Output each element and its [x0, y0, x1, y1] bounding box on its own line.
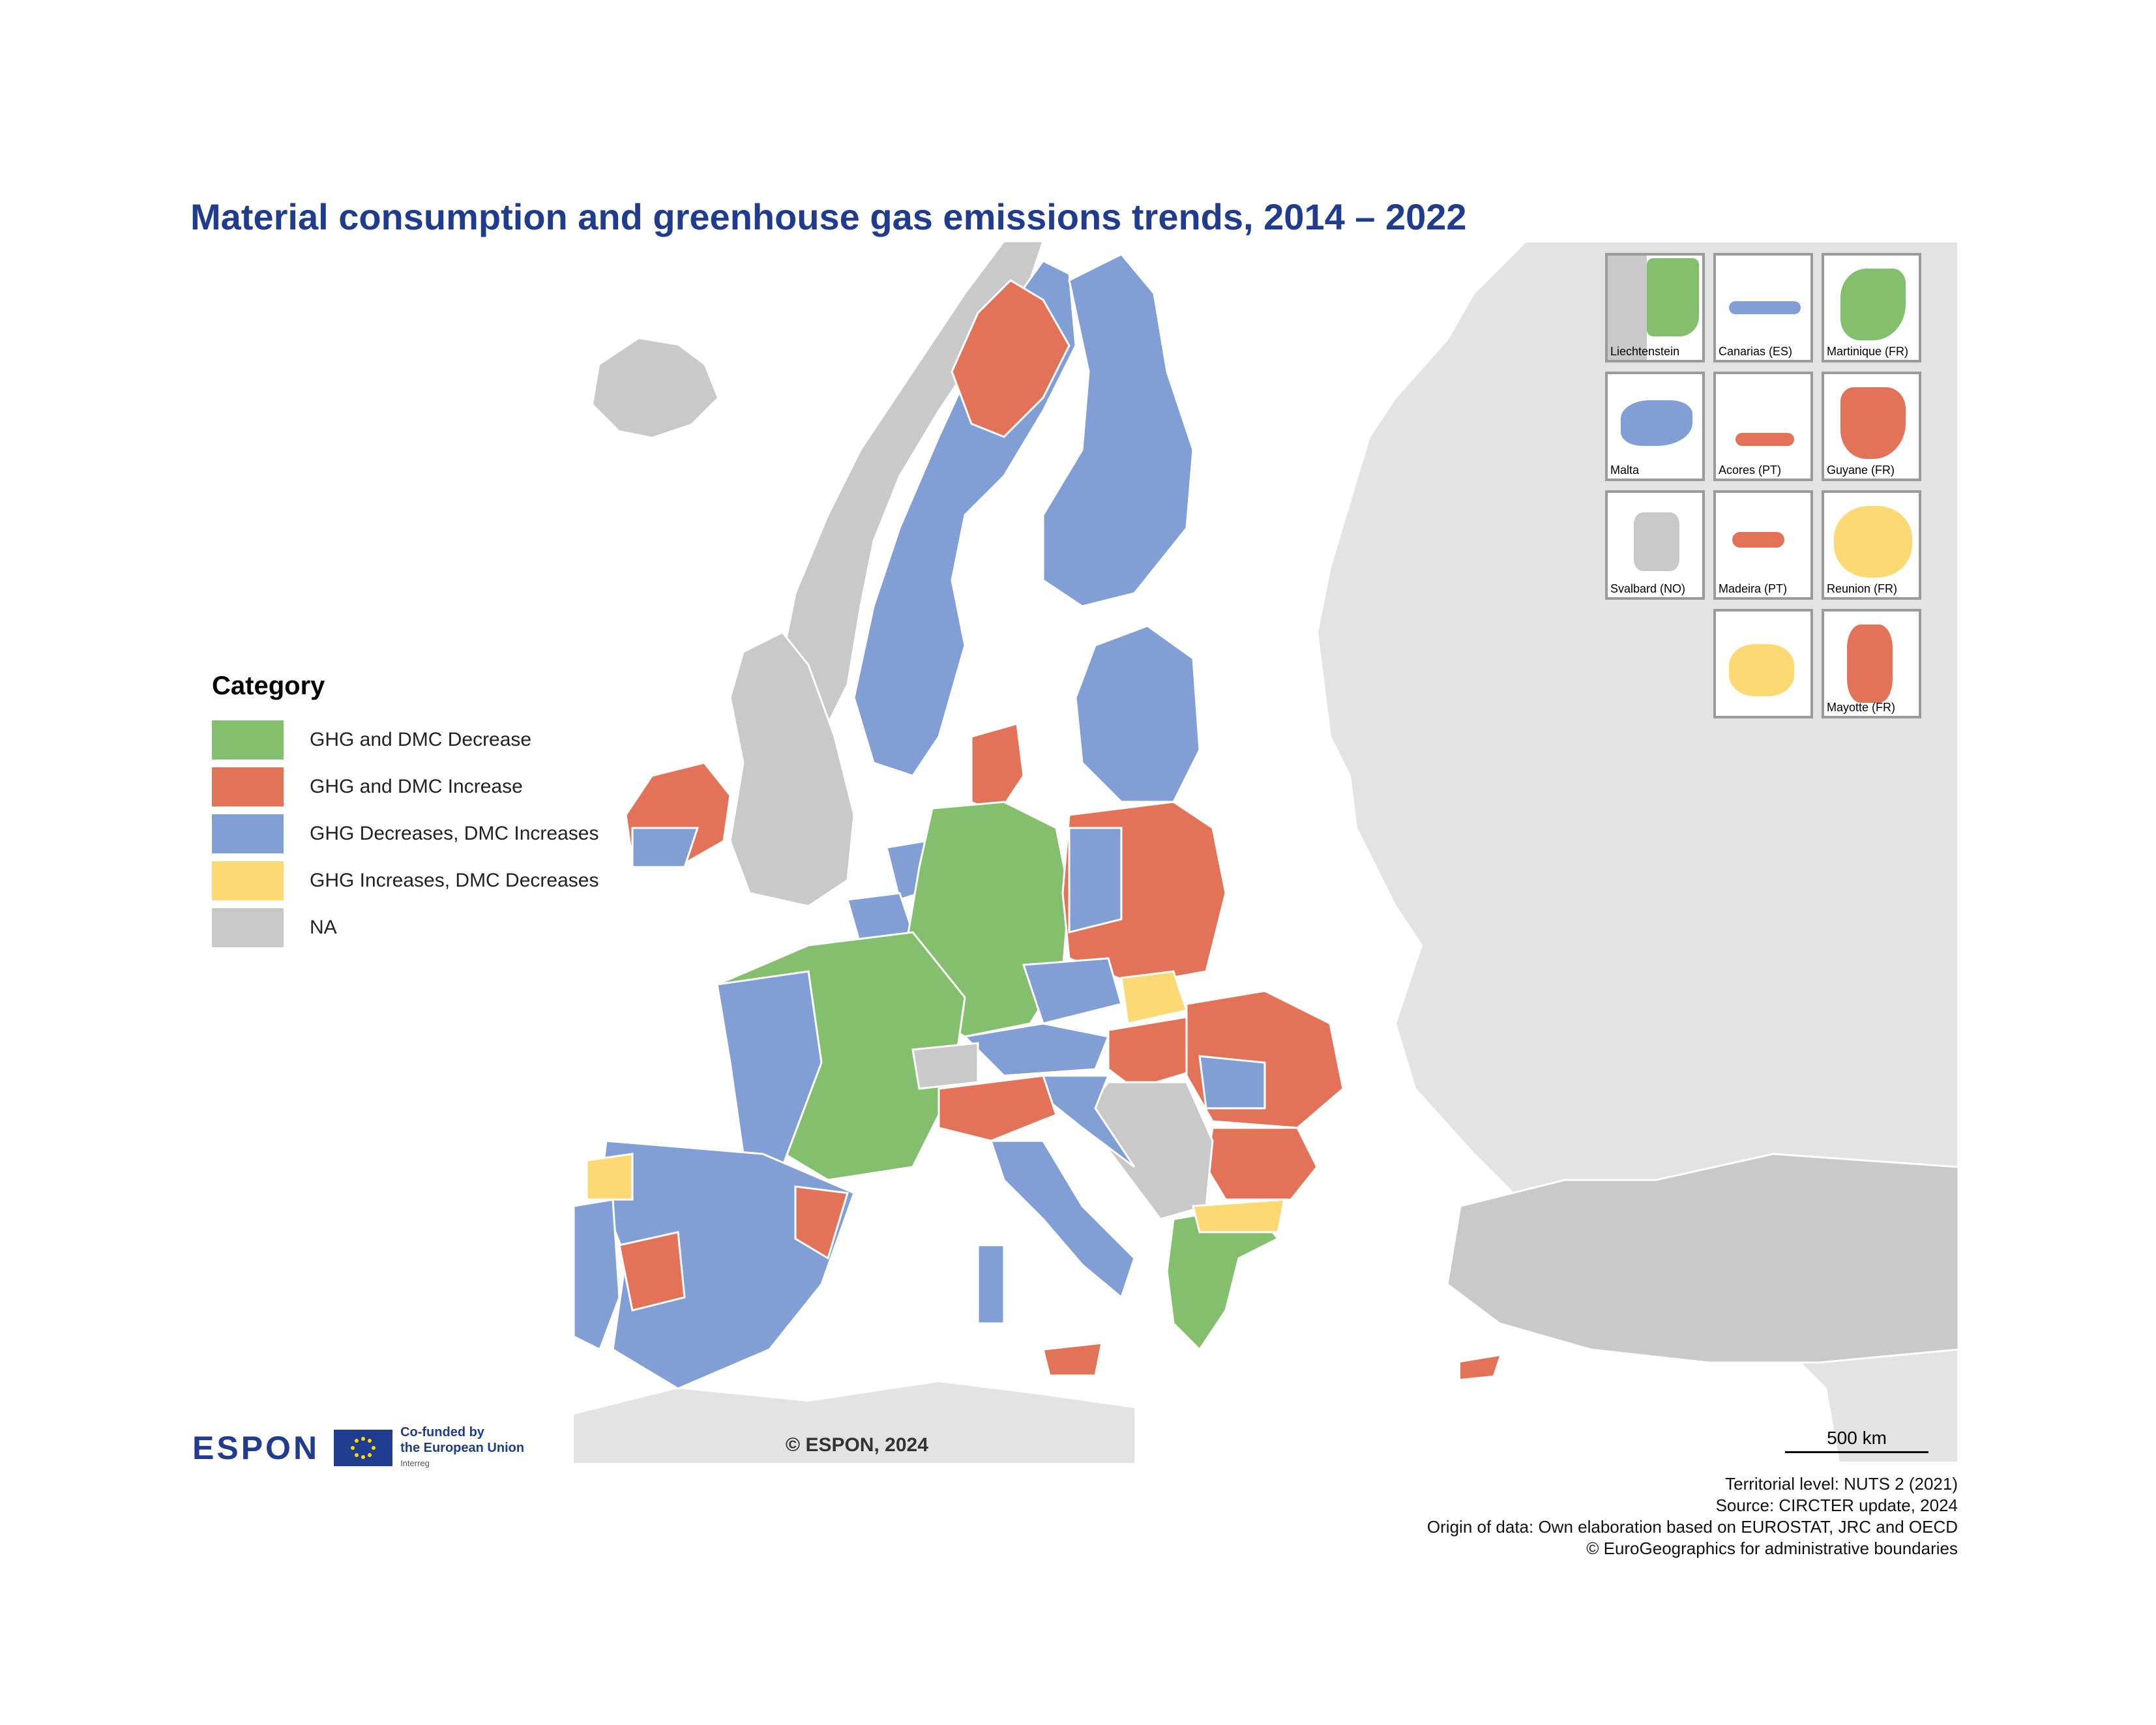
bulgaria — [1205, 1127, 1318, 1201]
source-line: Origin of data: Own elaboration based on… — [1426, 1517, 1958, 1537]
copyright: © ESPON, 2024 — [786, 1434, 928, 1456]
inset-label: Martinique (FR) — [1827, 345, 1909, 358]
united-kingdom — [729, 631, 855, 907]
austria — [962, 1022, 1110, 1077]
sardinia — [977, 1244, 1005, 1325]
inset-label: Malta — [1610, 464, 1640, 477]
inset-maps: Liechtenstein Canarias (ES) Martinique (… — [1605, 253, 1931, 722]
legend-label: GHG Decreases, DMC Increases — [310, 823, 599, 844]
legend-title: Category — [212, 671, 325, 700]
eu-cofunded-text: Co-funded by the European Union Interreg — [400, 1424, 524, 1471]
inset-label: Guyane (FR) — [1827, 464, 1895, 477]
legend-swatch-blue — [212, 814, 284, 853]
cofunded-label: Co-funded by — [400, 1425, 484, 1439]
map-title: Material consumption and greenhouse gas … — [190, 196, 1467, 237]
legend-item: NA — [212, 908, 598, 947]
source-notes: Territorial level: NUTS 2 (2021) Source:… — [1427, 1473, 1958, 1559]
source-line: Source: CIRCTER update, 2024 — [1715, 1496, 1958, 1515]
denmark — [970, 722, 1025, 816]
greece-north-yellow — [1192, 1198, 1286, 1233]
inset-mayotte: Mayotte (FR) — [1822, 609, 1921, 718]
ireland-south — [631, 827, 700, 868]
inset-svalbard: Svalbard (NO) — [1605, 490, 1705, 600]
inset-label: Reunion (FR) — [1827, 582, 1898, 595]
italy — [989, 1140, 1136, 1299]
legend: Category GHG and DMC Decrease GHG and DM… — [212, 671, 598, 955]
finland — [1042, 253, 1194, 608]
iceland — [593, 339, 717, 437]
inset-label: Mayotte (FR) — [1827, 701, 1896, 714]
romania-blue — [1198, 1055, 1266, 1110]
italy-north — [938, 1074, 1057, 1142]
eu-label: the European Union — [400, 1441, 525, 1455]
inset-martinique: Martinique (FR) — [1822, 253, 1921, 362]
interreg-label: Interreg — [400, 1458, 430, 1468]
inset-label: Madeira (PT) — [1719, 582, 1788, 595]
legend-swatch-red — [212, 767, 284, 806]
inset-label: Acores (PT) — [1719, 464, 1782, 477]
legend-item: GHG and DMC Increase — [212, 767, 598, 806]
eu-flag-icon — [334, 1430, 393, 1466]
inset-label: Canarias (ES) — [1719, 345, 1793, 358]
scale-label: 500 km — [1827, 1428, 1887, 1448]
scale-line — [1785, 1451, 1928, 1453]
espon-wordmark: ESPON — [192, 1430, 320, 1466]
hungary — [1107, 1016, 1201, 1090]
legend-item: GHG Decreases, DMC Increases — [212, 814, 598, 853]
galicia-yellow — [585, 1153, 634, 1201]
catalonia-red — [794, 1185, 849, 1260]
portugal — [572, 1198, 621, 1351]
legend-swatch-na — [212, 908, 284, 947]
inset-liechtenstein: Liechtenstein — [1605, 253, 1705, 362]
inset-malta: Malta — [1605, 372, 1705, 481]
inset-canarias: Canarias (ES) — [1713, 253, 1813, 362]
baltics — [1074, 625, 1201, 803]
turkey-land — [1446, 1153, 1958, 1364]
scale-bar: 500 km — [1785, 1428, 1928, 1453]
poland-west-blue — [1068, 827, 1123, 934]
legend-item: GHG and DMC Decrease — [212, 720, 598, 759]
legend-label: NA — [310, 917, 337, 938]
inset-reunion: Reunion (FR) — [1822, 490, 1921, 600]
legend-swatch-green — [212, 720, 284, 759]
czechia — [1022, 957, 1123, 1025]
source-line: © EuroGeographics for administrative bou… — [1586, 1539, 1958, 1558]
espon-logo: ESPON Co-funded by the European Union In… — [192, 1424, 524, 1471]
inset-label: Svalbard (NO) — [1610, 582, 1686, 595]
sicily — [1042, 1342, 1103, 1377]
cyprus — [1460, 1356, 1499, 1379]
sweden-north-red — [951, 279, 1071, 438]
inset-label: Liechtenstein — [1610, 345, 1680, 358]
spain-central-red — [618, 1231, 686, 1312]
legend-swatch-yellow — [212, 861, 284, 900]
legend-item: GHG Increases, DMC Decreases — [212, 861, 598, 900]
inset-guyane: Guyane (FR) — [1822, 372, 1921, 481]
source-line: Territorial level: NUTS 2 (2021) — [1725, 1474, 1958, 1494]
switzerland — [911, 1042, 979, 1090]
inset-madeira: Madeira (PT) — [1713, 490, 1813, 600]
north-africa-land — [574, 1382, 1134, 1463]
legend-label: GHG and DMC Increase — [310, 776, 523, 797]
inset-acores: Acores (PT) — [1713, 372, 1813, 481]
legend-label: GHG Increases, DMC Decreases — [310, 870, 599, 891]
legend-label: GHG and DMC Decrease — [310, 729, 532, 750]
inset-guadeloupe — [1713, 609, 1813, 718]
